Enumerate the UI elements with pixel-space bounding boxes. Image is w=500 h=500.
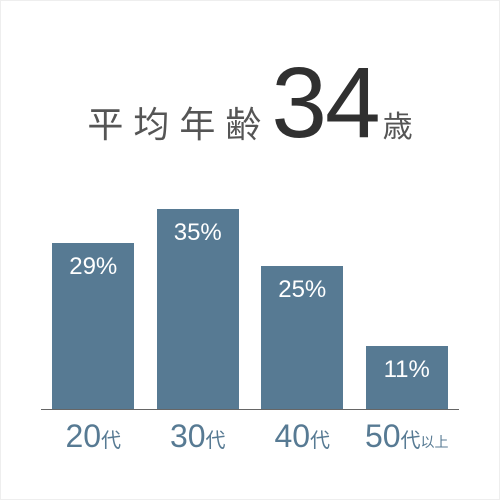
bar-slot: 25% <box>250 169 355 409</box>
axis-suffix: 代 <box>206 430 226 452</box>
bar-value-label: 35% <box>174 219 222 247</box>
bar-value-label: 29% <box>69 253 117 281</box>
bar-slot: 29% <box>41 169 146 409</box>
axis-label: 50代以上 <box>355 418 460 455</box>
bar: 29% <box>52 243 134 409</box>
axis-suffix: 代 <box>101 430 121 452</box>
bar-slot: 11% <box>355 169 460 409</box>
axis-suffix: 代 <box>310 430 330 452</box>
axis-extra: 以上 <box>421 434 449 450</box>
headline-label: 平均年齢 <box>87 104 271 145</box>
headline-value: 34 <box>271 47 378 159</box>
axis-label: 30代 <box>146 418 251 455</box>
bar-slot: 35% <box>146 169 251 409</box>
bar: 35% <box>157 209 239 409</box>
age-distribution-chart: 29% 35% 25% 11% 20代 <box>41 169 459 469</box>
axis-label: 20代 <box>41 418 146 455</box>
axis-num: 40 <box>274 418 310 454</box>
axis-num: 30 <box>170 418 206 454</box>
axis-label: 40代 <box>250 418 355 455</box>
bar-value-label: 11% <box>384 356 430 384</box>
axis-num: 20 <box>65 418 101 454</box>
bar: 25% <box>261 266 343 409</box>
infographic-card: 平均年齢34歳 29% 35% 25% 11% <box>0 0 500 500</box>
chart-x-axis: 20代 30代 40代 50代以上 <box>41 418 459 455</box>
axis-num: 50 <box>365 418 401 454</box>
headline-unit: 歳 <box>383 111 413 144</box>
bar-value-label: 25% <box>278 276 326 304</box>
chart-plot-area: 29% 35% 25% 11% <box>41 169 459 410</box>
axis-suffix: 代 <box>401 430 421 452</box>
bar: 11% <box>366 346 448 409</box>
headline: 平均年齢34歳 <box>1 46 499 161</box>
